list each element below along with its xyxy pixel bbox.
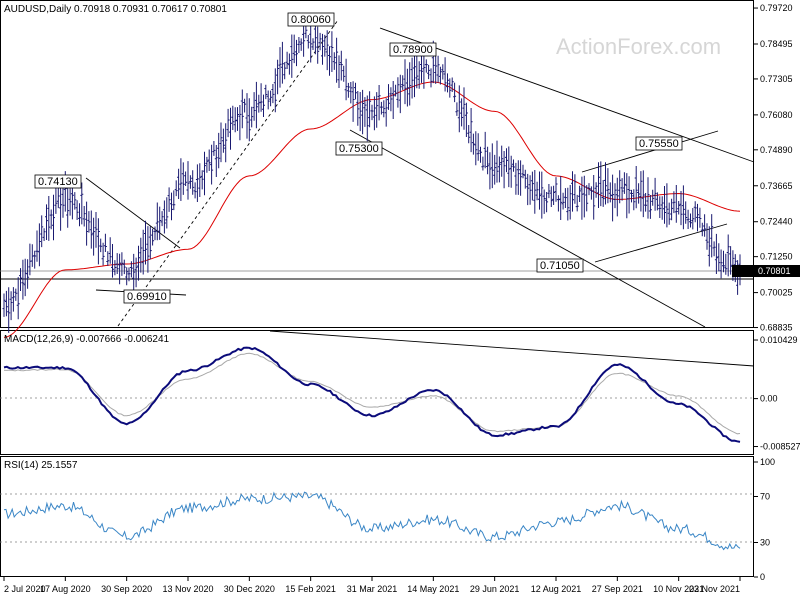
rsi-header: RSI(14) 25.1557 (4, 460, 78, 471)
time-tick-label: 10 Nov 2021 (653, 584, 704, 594)
macd-signal-line (3, 352, 741, 435)
annotation-label: 0.80060 (291, 14, 331, 26)
price-tick-label: 0.71250 (760, 252, 793, 262)
time-tick-label: 17 Aug 2020 (40, 584, 91, 594)
time-tick-label: 2 Jul 2020 (4, 584, 46, 594)
price-tick-label: 0.72440 (760, 217, 793, 227)
price-panel-frame (0, 0, 754, 328)
rsi-tick-label: 0 (760, 572, 765, 582)
last-price-label: 0.70801 (758, 266, 791, 276)
price-guides (0, 270, 754, 280)
price-tick-label: 0.78495 (760, 39, 793, 49)
time-tick-label: 27 Sep 2021 (592, 584, 643, 594)
macd-tick-label: 0.010429 (760, 335, 798, 345)
macd-line (3, 346, 741, 443)
price-tick-label: 0.70025 (760, 288, 793, 298)
macd-tick-label: 0.00 (760, 394, 778, 404)
time-tick-label: 15 Feb 2021 (285, 584, 336, 594)
price-annotations: 0.80060 0.78900 0.75300 0.74130 0.75550 0.710… (34, 12, 683, 304)
price-tick-label: 0.76080 (760, 110, 793, 120)
macd-header: MACD(12,26,9) -0.007666 -0.006241 (4, 334, 170, 345)
time-tick-label: 31 Mar 2021 (347, 584, 398, 594)
annotation-box (536, 258, 584, 273)
time-tick-label: 14 May 2021 (407, 584, 459, 594)
price-axis: 0.79720 0.78495 0.77305 0.76080 0.74890 0.736… (754, 3, 793, 333)
time-tick-label: 30 Sep 2020 (101, 584, 152, 594)
annotation-label: 0.71050 (540, 260, 580, 272)
rsi-tick-label: 100 (760, 457, 775, 467)
price-tick-label: 0.74890 (760, 145, 793, 155)
time-tick-label: 12 Aug 2021 (531, 584, 582, 594)
lower-channel-line (349, 129, 706, 328)
annotation-box (287, 12, 335, 27)
time-tick-label: 13 Nov 2020 (162, 584, 213, 594)
annotation-label: 0.74130 (38, 176, 78, 188)
trend-lines (85, 19, 755, 328)
fib-label: 38.2 (734, 268, 752, 278)
rsi-tick-label: 70 (760, 492, 770, 502)
rsi-panel-frame (0, 456, 754, 577)
annotation-label: 0.69910 (127, 291, 167, 303)
annotation-box (123, 289, 171, 304)
rsi-tick-label: 30 (760, 538, 770, 548)
annotation-label: 0.78900 (393, 44, 433, 56)
falling-trend-line (85, 177, 181, 249)
macd-tick-label: -0.008527 (760, 442, 800, 452)
price-tick-label: 0.77305 (760, 74, 793, 84)
annotation-box (389, 42, 437, 57)
time-tick-label: 29 Jun 2021 (470, 584, 520, 594)
price-header: AUDUSD,Daily 0.70918 0.70931 0.70617 0.7… (4, 4, 227, 15)
macd-axis: 0.010429 0.00 -0.008527 (754, 335, 800, 452)
last-price-box (732, 265, 800, 277)
macd-trend-line (269, 330, 755, 367)
price-tick-label: 0.68835 (760, 323, 793, 333)
rsi-axis: 100 70 30 0 (754, 457, 775, 582)
dashed-rising-line (117, 19, 339, 327)
price-tick-label: 0.73665 (760, 181, 793, 191)
rsi-line (3, 491, 741, 551)
last-price-marker: 0.70801 38.2 (732, 265, 800, 278)
macd-panel-frame (0, 330, 754, 455)
time-tick-label: 23 Nov 2021 (689, 584, 740, 594)
annotation-box (34, 174, 82, 189)
time-tick-label: 30 Dec 2020 (224, 584, 275, 594)
annotation-box (335, 141, 383, 156)
price-tick-label: 0.79720 (760, 3, 793, 13)
annotation-label: 0.75300 (339, 143, 379, 155)
annotation-box (635, 136, 683, 151)
channel-upper-line (581, 130, 719, 173)
upper-channel-line (379, 27, 755, 163)
watermark: ActionForex.com (556, 34, 721, 59)
price-bars (2, 14, 742, 333)
annotation-label: 0.75550 (639, 138, 679, 150)
